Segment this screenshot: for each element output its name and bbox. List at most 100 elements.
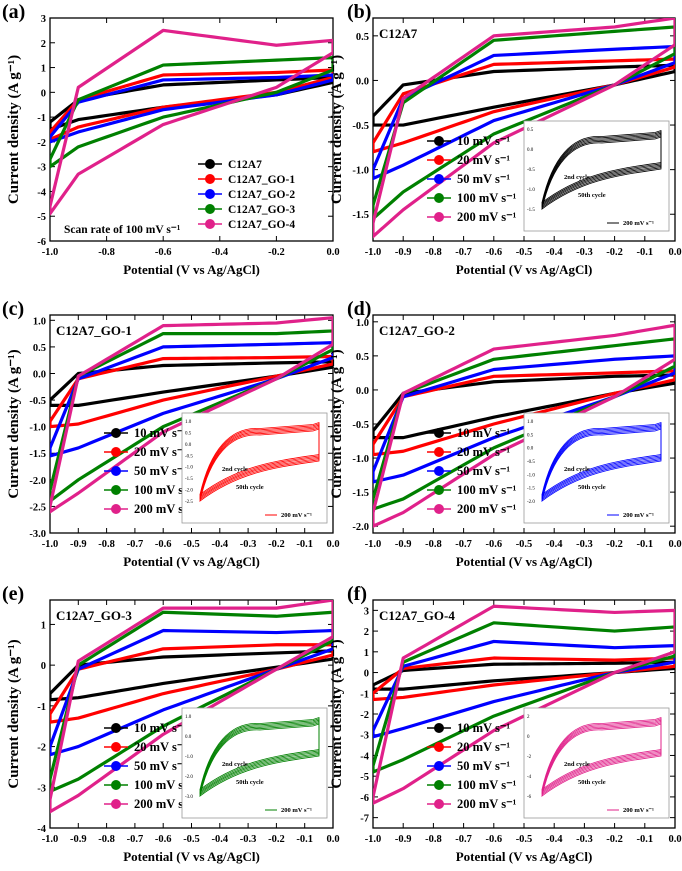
inset-cycle-curve <box>541 716 662 791</box>
legend-marker <box>434 780 444 790</box>
y-axis-label: Current density (A g⁻¹) <box>329 349 345 498</box>
y-axis-label: Current density (A g⁻¹) <box>6 639 22 788</box>
y-tick-label: 0.5 <box>356 32 369 43</box>
series-5-loop <box>373 18 675 239</box>
x-tick-label: -0.7 <box>127 834 144 845</box>
legend-label: 200 mV s⁻¹ <box>457 210 517 224</box>
inset-y-tick-label: -1.5 <box>527 208 535 213</box>
y-tick-label: -1.0 <box>352 166 369 177</box>
x-tick-label: -0.7 <box>455 539 472 550</box>
inset-label-50th-cycle: 50th cycle <box>236 779 264 786</box>
x-tick-label: -0.4 <box>211 247 228 258</box>
series-5-loop <box>50 600 333 814</box>
legend-marker <box>434 136 444 146</box>
x-tick-label: -0.9 <box>70 834 87 845</box>
inset-y-tick-label: -2.5 <box>185 500 193 505</box>
y-axis-label: Current density (A g⁻¹) <box>6 349 22 498</box>
x-tick-label: -0.2 <box>606 539 623 550</box>
series-3-loop <box>50 628 333 757</box>
legend-label: C12A7_GO-3 <box>228 204 295 216</box>
inset-y-tick-label: -1.5 <box>185 477 193 482</box>
series-4-loop <box>373 25 675 221</box>
inset-y-tick-label: -2.0 <box>185 775 193 780</box>
inset: 2 0 -2 -4 -6 2nd cycle 50th cycle 200 mV s⁻¹ <box>523 707 670 819</box>
legend-label: 50 mV s⁻¹ <box>134 464 187 478</box>
legend-marker <box>111 428 121 438</box>
x-tick-label: -0.3 <box>240 539 257 550</box>
inset-y-tick-label: -6 <box>527 795 532 800</box>
x-tick-label: 0.0 <box>668 539 681 550</box>
series-3-loop <box>50 73 333 144</box>
inset: 1.0 0.5 0.0 -0.5 -1.0 -1.5 -2.0 -2.5 2nd cycle 50… <box>181 412 328 524</box>
panel-e: (e) C12A7_GO-3 -1.0 -0.9 -0.8 -0.7 -0.6 -0.5 -0.… <box>2 583 340 864</box>
panel-d: (d) C12A7_GO-2 -1.0 -0.9 -0.8 -0.7 -0.6 -0.5 -0.… <box>329 298 682 569</box>
x-tick-label: -1.0 <box>42 247 59 258</box>
legend-marker <box>111 799 121 809</box>
series-1-loop <box>373 660 675 691</box>
y-tick-label: -3 <box>37 783 46 794</box>
inset-y-tick-label: -2 <box>527 755 532 760</box>
panel-label: (b) <box>347 1 371 23</box>
legend-marker <box>434 155 444 165</box>
legend-marker <box>434 723 444 733</box>
x-tick-label: 0.0 <box>668 247 681 258</box>
legend-marker <box>434 742 444 752</box>
x-tick-label: -0.6 <box>155 247 172 258</box>
legend-label: 50 mV s⁻¹ <box>457 759 510 773</box>
x-tick-label: -1.0 <box>42 834 59 845</box>
legend-label: C12A7_GO-2 <box>228 189 295 201</box>
panel-label: (e) <box>2 583 24 605</box>
y-tick-label: -1.0 <box>29 423 46 434</box>
legend-marker <box>434 485 444 495</box>
legend-marker <box>205 204 215 214</box>
y-tick-label: -2.0 <box>29 476 46 487</box>
x-axis-label: Potential (V vs Ag/AgCl) <box>456 849 593 864</box>
series-group <box>373 604 675 805</box>
x-tick-label: -1.0 <box>365 247 382 258</box>
x-tick-label: -0.6 <box>155 539 172 550</box>
legend-marker <box>111 504 121 514</box>
y-tick-label: -4 <box>360 751 369 762</box>
panel-f: (f) C12A7_GO-4 -1.0 -0.9 -0.8 -0.7 -0.6 -0.5 -0.… <box>329 583 682 864</box>
x-tick-label: -0.9 <box>70 539 87 550</box>
inset-y-tick-label: -0.5 <box>527 460 535 465</box>
y-tick-label: -2 <box>37 138 46 149</box>
y-axis-label: Current density (A g⁻¹) <box>6 55 22 204</box>
series-5-loop <box>50 316 333 514</box>
legend-marker <box>434 447 444 457</box>
inset-legend-label: 200 mV s⁻¹ <box>623 807 654 814</box>
legend-label: 20 mV s⁻¹ <box>134 740 187 754</box>
legend-marker <box>434 428 444 438</box>
legend-label: 10 mV s⁻¹ <box>457 721 510 735</box>
inset-y-tick-label: 0 <box>527 735 530 740</box>
x-tick-label: -0.5 <box>183 539 200 550</box>
panel-c: (c) C12A7_GO-1 -1.0 -0.9 -0.8 -0.7 -0.6 -0.5 -0.… <box>2 298 340 569</box>
series-3-loop <box>373 44 675 181</box>
inset-y-tick-label: 0.5 <box>527 433 534 438</box>
y-tick-label: -0.5 <box>29 396 46 407</box>
y-tick-label: 0 <box>41 661 46 672</box>
series-1-loop <box>50 360 333 407</box>
x-tick-label: -0.4 <box>546 539 563 550</box>
y-tick-label: -2.0 <box>352 522 369 533</box>
inset-y-tick-label: 0.0 <box>527 447 534 452</box>
x-tick-label: -0.4 <box>546 247 563 258</box>
x-tick-label: -0.8 <box>98 834 115 845</box>
legend-label: 20 mV s⁻¹ <box>134 445 187 459</box>
inset-label-50th-cycle: 50th cycle <box>578 779 606 786</box>
legend-marker <box>111 780 121 790</box>
x-tick-label: -0.8 <box>98 539 115 550</box>
y-tick-label: 1.0 <box>356 318 369 329</box>
legend-marker <box>205 159 215 169</box>
x-tick-label: -0.8 <box>98 247 115 258</box>
series-5-loop <box>50 28 333 216</box>
inset-y-tick-label: -0.5 <box>185 454 193 459</box>
x-axis-label: Potential (V vs Ag/AgCl) <box>456 554 593 569</box>
inset-y-tick-label: -1.0 <box>527 473 535 478</box>
y-tick-label: 1 <box>41 620 46 631</box>
x-tick-label: -0.2 <box>268 834 285 845</box>
y-tick-label: 0 <box>364 669 369 680</box>
series-2-loop <box>373 369 675 457</box>
panel-title: C12A7_GO-4 <box>379 608 455 623</box>
series-group <box>373 323 675 528</box>
